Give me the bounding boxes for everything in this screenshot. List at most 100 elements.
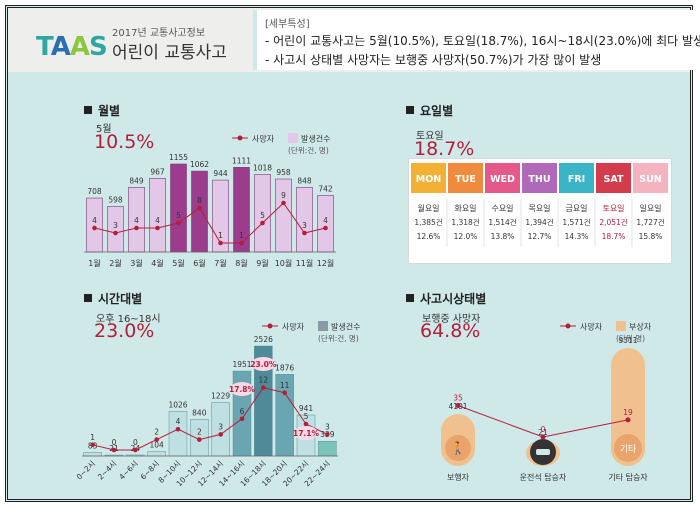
taas-logo: TAAS: [36, 32, 108, 62]
status-category-label: 운전석 탑승자: [520, 472, 567, 482]
weekday-count: 1,385건: [414, 217, 442, 227]
weekday-count: 1,727건: [636, 217, 664, 227]
monthly-death-line: [94, 202, 326, 244]
monthly-death-label: 5: [260, 211, 265, 220]
monthly-death-label: 3: [302, 221, 307, 230]
pedestrian-icon-glyph: 🚶: [451, 441, 466, 455]
hourly-death-label: 12: [259, 376, 269, 385]
weekday-share: 12.0%: [454, 232, 478, 241]
hourly-death-label: 2: [154, 428, 159, 437]
weekday-share: 18.7%: [602, 232, 626, 241]
hourly-death-point: [239, 416, 245, 422]
hourly-death-label: 2: [197, 428, 202, 437]
weekday-header-label: SUN: [639, 174, 662, 185]
weekday-share: 15.8%: [639, 232, 663, 241]
monthly-tick-label: 4월: [151, 258, 163, 268]
hourly-death-point: [154, 437, 159, 442]
monthly-bar-value: 967: [150, 167, 165, 176]
hourly-death-point: [261, 385, 266, 390]
weekday-day-name: 금요일: [565, 204, 587, 213]
weekday-peak-value: 18.7%: [414, 138, 475, 160]
weekday-header-label: THU: [528, 174, 550, 185]
monthly-tick-label: 12월: [317, 258, 335, 268]
hourly-death-line: [92, 387, 328, 451]
status-death-point: [625, 417, 631, 423]
monthly-bar-value: 849: [129, 176, 144, 185]
monthly-death-label: 4: [323, 216, 328, 225]
weekday-count: 1,318건: [451, 217, 479, 227]
monthly-death-point: [323, 225, 328, 231]
monthly-bar-value: 848: [297, 176, 312, 185]
hourly-annotation-text: 17.8%: [229, 385, 256, 394]
status-death-label: 0: [541, 425, 546, 434]
weekday-header-cell: [448, 163, 483, 193]
hourly-legend-line-dot: [267, 323, 273, 329]
weekday-header-label: WED: [490, 174, 515, 185]
other-label-circle: [614, 434, 642, 462]
monthly-death-point: [302, 230, 307, 236]
weekday-day-name: 일요일: [639, 204, 661, 213]
monthly-bar-value: 1155: [169, 153, 188, 162]
hourly-legend-bar-mark: [318, 321, 328, 331]
hourly-bar-value: 840: [192, 408, 207, 417]
weekday-count: 1,514건: [488, 217, 516, 227]
monthly-tick-label: 10월: [275, 258, 293, 268]
monthly-bar-value: 1111: [232, 156, 251, 165]
status-bar-value: 21: [538, 428, 548, 437]
hourly-legend-bar-label: 발생건수: [331, 322, 360, 332]
hourly-bar-value: 104: [150, 440, 165, 449]
other-label-text: 기타: [620, 444, 637, 455]
hourly-bar-value: 1951: [232, 360, 251, 369]
weekday-share: 14.3%: [565, 232, 589, 241]
weekday-count: 1,394건: [525, 217, 553, 227]
hourly-death-label: 3: [218, 422, 223, 431]
hourly-death-label: 5: [304, 412, 309, 421]
monthly-tick-label: 11월: [296, 258, 314, 268]
weekday-share: 12.7%: [528, 232, 552, 241]
monthly-death-label: 4: [92, 216, 97, 225]
status-death-label: 19: [623, 408, 633, 417]
status-pill-bar: [611, 348, 645, 466]
monthly-tick-label: 6월: [193, 258, 205, 268]
monthly-death-point: [197, 205, 202, 211]
weekday-section-title: 요일별: [406, 102, 453, 119]
monthly-tick-label: 2월: [109, 258, 121, 268]
car-icon-body: [536, 449, 550, 455]
monthly-legend-bar-mark: [288, 133, 298, 143]
hourly-bar-value: 1026: [168, 400, 187, 409]
status-peak-value: 64.8%: [420, 320, 481, 342]
hourly-section-title: 시간대별: [84, 290, 142, 307]
weekday-day-name: 목요일: [528, 204, 550, 213]
monthly-death-point: [281, 200, 286, 206]
hourly-death-point: [175, 426, 181, 432]
monthly-bar-value: 598: [108, 195, 123, 204]
hourly-death-label: 4: [176, 417, 181, 426]
hourly-death-label: 11: [280, 381, 290, 390]
status-legend-line-label: 사망자: [580, 322, 603, 332]
status-peak-label: 보행중 사망자: [422, 314, 481, 325]
monthly-death-label: 8: [197, 196, 202, 205]
monthly-death-label: 9: [281, 191, 286, 200]
status-death-point: [455, 403, 461, 408]
monthly-tick-label: 8월: [235, 258, 247, 268]
status-bar-value: 9311: [618, 336, 637, 345]
monthly-death-point: [155, 225, 160, 231]
monthly-tick-label: 9월: [256, 258, 268, 268]
hourly-death-point: [197, 437, 202, 442]
hourly-death-label: 1: [90, 433, 95, 442]
hourly-death-point: [111, 447, 117, 453]
monthly-bar-value: 742: [318, 184, 333, 193]
detail-line-1: - 어린이 교통사고는 5월(10.5%), 토요일(18.7%), 16시~1…: [265, 34, 700, 48]
weekday-header-label: MON: [416, 174, 442, 185]
monthly-death-label: 4: [134, 216, 139, 225]
monthly-death-label: 1: [239, 231, 244, 240]
weekday-day-name: 수요일: [491, 204, 513, 213]
hourly-bar-value: 2526: [254, 335, 273, 344]
header-title: 어린이 교통사고: [112, 43, 227, 63]
monthly-tick-label: 7월: [214, 258, 226, 268]
weekday-header-cell: [522, 163, 557, 193]
weekday-header-label: TUE: [455, 174, 476, 185]
